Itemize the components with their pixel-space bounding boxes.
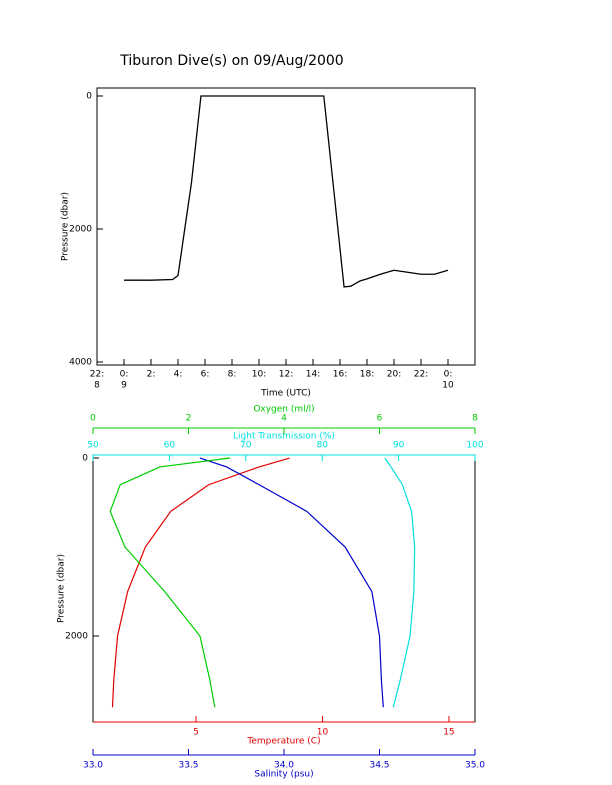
x-tick-label: 100 <box>466 441 483 451</box>
x-tick-label: 34.0 <box>274 761 294 771</box>
x-tick-label: 5 <box>193 728 199 738</box>
x-tick-label: 14: <box>306 370 320 380</box>
x-tick-label: 0: <box>444 370 453 380</box>
x-tick-label: 10: <box>252 370 266 380</box>
x-tick-label: 22: <box>90 370 104 380</box>
x-tick-label: 6: <box>201 370 210 380</box>
y-tick-label: 0 <box>82 454 88 464</box>
y-tick-label: 4000 <box>69 358 92 368</box>
y-tick-label: 2000 <box>65 632 88 642</box>
x-tick-label: 34.5 <box>369 761 389 771</box>
x-tick-label: 18: <box>360 370 374 380</box>
x-tick-label: 80 <box>316 441 328 451</box>
x-axis-label: Salinity (psu) <box>254 770 313 780</box>
x-tick-label: 8 <box>472 414 478 424</box>
profile-line <box>384 457 416 708</box>
y-tick-label: 2000 <box>69 224 92 234</box>
x-axis-label: Light Transmission (%) <box>233 432 335 442</box>
x-tick-label: 2: <box>147 370 156 380</box>
x-tick-label: 70 <box>240 441 252 451</box>
x-tick-label: 20: <box>387 370 401 380</box>
x-tick-label: 60 <box>164 441 176 451</box>
x-axis-label: Temperature (C) <box>246 737 320 747</box>
x-tick-label: 33.0 <box>83 761 103 771</box>
chart-title: Tiburon Dive(s) on 09/Aug/2000 <box>119 53 343 69</box>
y-axis-label: Pressure (dbar) <box>57 554 67 623</box>
x-tick-label: 0: <box>120 370 129 380</box>
y-axis-label: Pressure (dbar) <box>61 192 71 261</box>
x-tick-label: 4: <box>174 370 183 380</box>
x-tick-label: 4 <box>281 414 287 424</box>
x-tick-label: 33.5 <box>178 761 198 771</box>
x-tick-label: 35.0 <box>465 761 485 771</box>
x-tick-label: 8: <box>228 370 237 380</box>
y-tick-label: 0 <box>86 91 92 101</box>
data-line <box>124 95 449 288</box>
x-tick-label: 6 <box>377 414 383 424</box>
x-tick-label: 90 <box>393 441 405 451</box>
x-tick-label: 12: <box>279 370 293 380</box>
x-tick-label: 10 <box>317 728 329 738</box>
profile-line <box>199 457 384 708</box>
x-tick-date: 9 <box>121 381 127 391</box>
x-axis-label: Time (UTC) <box>260 389 311 399</box>
profile-line <box>109 457 231 708</box>
x-tick-date: 8 <box>94 381 100 391</box>
x-tick-label: 15 <box>443 728 454 738</box>
x-tick-label: 50 <box>87 441 99 451</box>
x-tick-label: 22: <box>414 370 428 380</box>
x-tick-date: 10 <box>442 381 454 391</box>
x-tick-label: 16: <box>333 370 347 380</box>
plot-frame <box>96 87 476 366</box>
x-tick-label: 2 <box>186 414 192 424</box>
plot-frame <box>92 454 476 723</box>
profile-line <box>111 457 290 708</box>
x-tick-label: 0 <box>90 414 96 424</box>
x-axis-label: Oxygen (ml/l) <box>253 405 314 415</box>
